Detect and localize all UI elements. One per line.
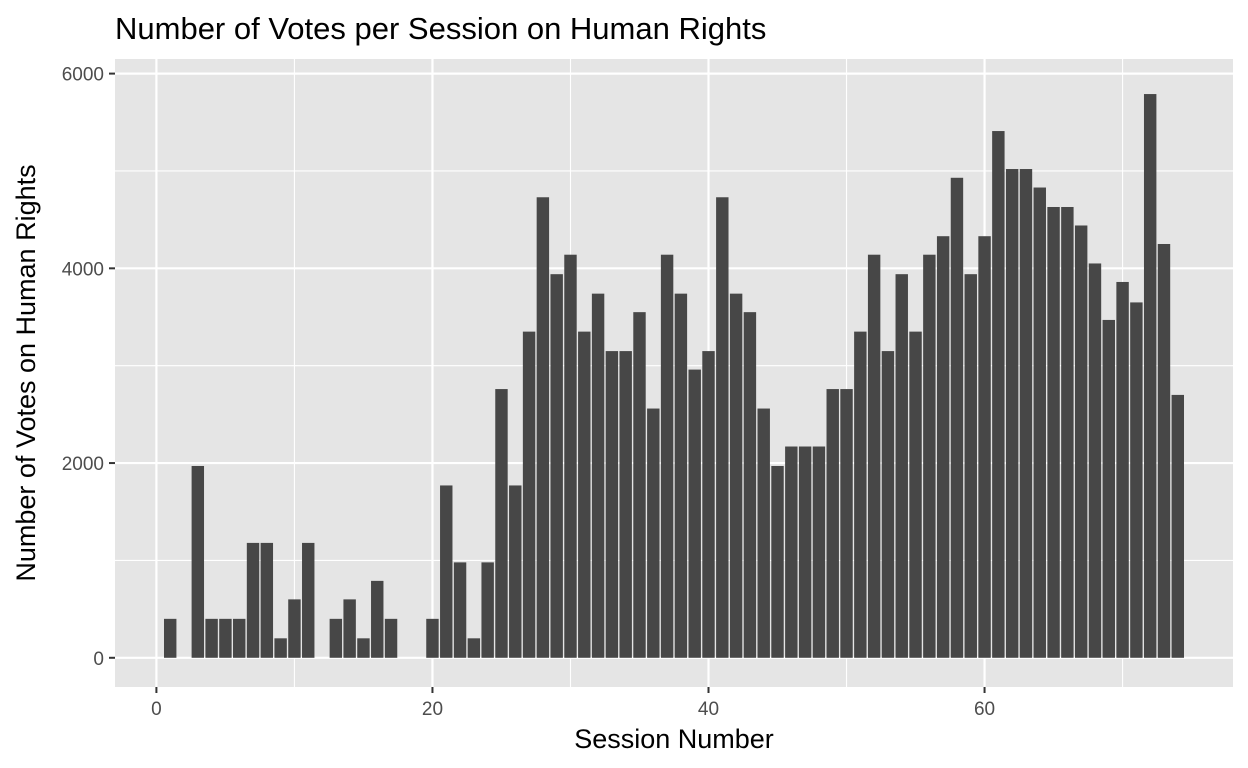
bar-session-62 (1005, 169, 1019, 658)
bar-session-38 (674, 293, 688, 658)
bars (163, 94, 1185, 658)
bar-session-15 (357, 638, 370, 658)
bar-session-14 (343, 599, 356, 658)
bar-session-70 (1116, 281, 1129, 658)
bar-session-48 (812, 446, 826, 658)
bar-session-66 (1061, 206, 1074, 658)
bar-session-21 (440, 485, 453, 658)
bar-session-43 (743, 312, 757, 658)
x-axis: 0 20 40 60 (151, 687, 995, 720)
bar-session-11 (302, 542, 315, 658)
bar-session-34 (619, 351, 632, 658)
bar-session-22 (453, 562, 467, 658)
x-axis-label: Session Number (574, 724, 774, 754)
bar-session-57 (936, 236, 950, 658)
bar-session-16 (371, 580, 384, 658)
bar-session-49 (826, 389, 839, 658)
bar-session-35 (633, 312, 646, 658)
bar-session-25 (495, 389, 508, 658)
bar-session-23 (467, 638, 481, 658)
bar-session-24 (481, 562, 494, 658)
bar-session-39 (688, 369, 701, 658)
bar-session-73 (1157, 243, 1171, 658)
plot-panel (115, 59, 1233, 687)
bar-session-67 (1074, 225, 1088, 658)
bar-session-74 (1171, 394, 1185, 658)
bar-session-31 (578, 331, 591, 658)
bar-session-8 (260, 542, 274, 658)
y-axis-label: Number of Votes on Human Rights (11, 164, 41, 581)
bar-session-41 (716, 197, 729, 658)
bar-session-6 (233, 618, 246, 658)
bar-session-68 (1088, 263, 1102, 658)
bar-session-51 (854, 331, 867, 658)
bar-session-9 (274, 638, 287, 658)
bar-session-27 (522, 331, 536, 658)
bar-session-53 (881, 351, 895, 658)
bar-session-63 (1019, 169, 1033, 658)
bar-session-50 (840, 389, 853, 658)
bar-session-46 (785, 446, 798, 658)
y-axis: 0 2000 4000 6000 (62, 65, 115, 670)
y-tick-label: 6000 (62, 65, 104, 86)
bar-session-33 (605, 351, 619, 658)
bar-session-72 (1143, 94, 1157, 658)
bar-session-20 (426, 618, 439, 658)
bar-session-45 (771, 465, 784, 658)
chart-title: Number of Votes per Session on Human Rig… (115, 11, 766, 46)
bar-session-10 (288, 599, 301, 658)
bar-session-36 (647, 408, 660, 658)
bar-session-42 (729, 293, 743, 658)
bar-session-1 (163, 618, 177, 658)
bar-session-59 (964, 274, 977, 658)
bar-session-61 (992, 131, 1005, 658)
bar-session-52 (867, 254, 881, 658)
bar-session-64 (1033, 187, 1046, 658)
bar-session-65 (1047, 206, 1060, 658)
bar-session-60 (978, 236, 991, 658)
bar-session-29 (550, 274, 563, 658)
bar-session-37 (660, 254, 674, 658)
x-tick-label: 40 (698, 699, 719, 720)
bar-session-44 (757, 408, 770, 658)
bar-session-4 (205, 618, 218, 658)
bar-session-26 (509, 485, 522, 658)
bar-session-30 (564, 254, 577, 658)
bar-session-47 (798, 446, 812, 658)
bar-session-13 (329, 618, 343, 658)
bar-session-7 (246, 542, 260, 658)
bar-session-54 (895, 274, 908, 658)
x-tick-label: 20 (422, 699, 443, 720)
y-tick-label: 2000 (62, 454, 104, 475)
bar-session-55 (909, 331, 922, 658)
bar-session-32 (591, 293, 605, 658)
x-tick-label: 60 (974, 699, 995, 720)
bar-session-17 (384, 618, 398, 658)
bar-session-40 (702, 351, 715, 658)
bar-session-71 (1130, 302, 1143, 658)
y-tick-label: 4000 (62, 259, 104, 280)
y-tick-label: 0 (93, 649, 104, 670)
bar-session-56 (923, 254, 936, 658)
bar-session-58 (950, 177, 964, 658)
bar-session-3 (191, 465, 205, 658)
bar-session-5 (219, 618, 232, 658)
x-tick-label: 0 (151, 699, 162, 720)
bar-session-28 (536, 197, 550, 658)
bar-session-69 (1102, 319, 1115, 658)
